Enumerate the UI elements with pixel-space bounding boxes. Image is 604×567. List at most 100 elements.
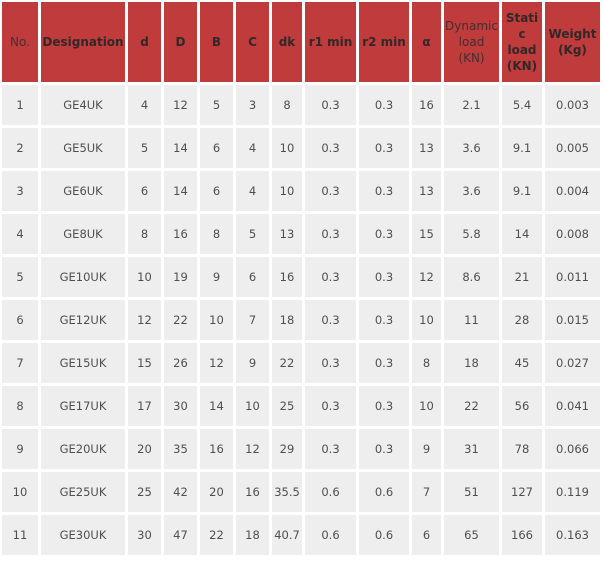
table-cell: 7	[2, 343, 38, 383]
table-cell: 0.005	[545, 128, 600, 168]
table-cell: 18	[236, 515, 269, 555]
table-cell: 20	[200, 472, 233, 512]
table-cell: 0.6	[305, 472, 356, 512]
table-cell: 7	[412, 472, 441, 512]
table-row: 11 GE30UK 30 47 22 18 40.7 0.6 0.6 6 65 166 0.163	[2, 515, 600, 555]
table-row: 6 GE12UK 12 22 10 7 18 0.3 0.3 10 11 28 0.015	[2, 300, 600, 340]
table-cell: GE20UK	[41, 429, 125, 469]
table-cell: 18	[444, 343, 499, 383]
table-row: 5 GE10UK 10 19 9 6 16 0.3 0.3 12 8.6 21 0.011	[2, 257, 600, 297]
table-cell: GE17UK	[41, 386, 125, 426]
table-row: 2 GE5UK 5 14 6 4 10 0.3 0.3 13 3.6 9.1 0.005	[2, 128, 600, 168]
table-cell: 16	[412, 85, 441, 125]
table-cell: 0.3	[305, 257, 356, 297]
table-cell: 0.3	[305, 85, 356, 125]
table-cell: 16	[164, 214, 197, 254]
table-cell: 16	[236, 472, 269, 512]
table-cell: 6	[200, 171, 233, 211]
table-cell: 3	[2, 171, 38, 211]
table-cell: 5.4	[502, 85, 542, 125]
table-cell: 0.027	[545, 343, 600, 383]
table-cell: 0.3	[359, 343, 409, 383]
table-cell: 6	[2, 300, 38, 340]
table-cell: 0.3	[305, 343, 356, 383]
table-cell: 127	[502, 472, 542, 512]
table-cell: 2.1	[444, 85, 499, 125]
table-cell: 0.3	[359, 429, 409, 469]
table-cell: GE4UK	[41, 85, 125, 125]
table-cell: 0.3	[359, 214, 409, 254]
table-cell: 9	[200, 257, 233, 297]
table-cell: 9.1	[502, 128, 542, 168]
table-cell: 11	[2, 515, 38, 555]
table-cell: 22	[444, 386, 499, 426]
table-cell: GE30UK	[41, 515, 125, 555]
table-cell: 35.5	[272, 472, 302, 512]
column-header-8: r2 min	[359, 2, 409, 82]
table-cell: 5	[128, 128, 161, 168]
column-header-0: No.	[2, 2, 38, 82]
table-cell: 3	[236, 85, 269, 125]
table-cell: 0.119	[545, 472, 600, 512]
table-cell: 11	[444, 300, 499, 340]
table-cell: 12	[236, 429, 269, 469]
table-cell: GE15UK	[41, 343, 125, 383]
table-cell: 0.004	[545, 171, 600, 211]
table-cell: 5	[236, 214, 269, 254]
table-cell: 9	[412, 429, 441, 469]
table-cell: 19	[164, 257, 197, 297]
table-cell: 3.6	[444, 171, 499, 211]
table-cell: 0.3	[305, 429, 356, 469]
table-cell: 12	[164, 85, 197, 125]
table-row: 7 GE15UK 15 26 12 9 22 0.3 0.3 8 18 45 0.027	[2, 343, 600, 383]
table-cell: GE6UK	[41, 171, 125, 211]
table-cell: 12	[128, 300, 161, 340]
table-cell: 8	[2, 386, 38, 426]
table-cell: 14	[164, 128, 197, 168]
column-header-6: dk	[272, 2, 302, 82]
table-cell: 0.041	[545, 386, 600, 426]
table-cell: 8	[128, 214, 161, 254]
table-cell: 10	[236, 386, 269, 426]
column-header-10: Dynamic load (KN)	[444, 2, 499, 82]
table-cell: 10	[272, 128, 302, 168]
table-cell: 15	[412, 214, 441, 254]
table-cell: 35	[164, 429, 197, 469]
table-row: 4 GE8UK 8 16 8 5 13 0.3 0.3 15 5.8 14 0.008	[2, 214, 600, 254]
table-cell: 22	[200, 515, 233, 555]
table-cell: 12	[412, 257, 441, 297]
table-cell: 1	[2, 85, 38, 125]
table-cell: 4	[236, 128, 269, 168]
table-row: 10 GE25UK 25 42 20 16 35.5 0.6 0.6 7 51 127 0.119	[2, 472, 600, 512]
table-cell: 10	[200, 300, 233, 340]
table-cell: 26	[164, 343, 197, 383]
column-header-4: B	[200, 2, 233, 82]
table-cell: 0.066	[545, 429, 600, 469]
table-row: 3 GE6UK 6 14 6 4 10 0.3 0.3 13 3.6 9.1 0.004	[2, 171, 600, 211]
table-cell: 2	[2, 128, 38, 168]
table-cell: 13	[272, 214, 302, 254]
table-cell: 0.6	[359, 515, 409, 555]
table-cell: 12	[200, 343, 233, 383]
table-cell: 6	[200, 128, 233, 168]
table-cell: 0.3	[305, 300, 356, 340]
table-cell: 47	[164, 515, 197, 555]
table-cell: 3.6	[444, 128, 499, 168]
table-cell: 5.8	[444, 214, 499, 254]
table-cell: 5	[2, 257, 38, 297]
table-row: 8 GE17UK 17 30 14 10 25 0.3 0.3 10 22 56 0.041	[2, 386, 600, 426]
table-cell: 16	[200, 429, 233, 469]
table-cell: 9	[236, 343, 269, 383]
table-cell: 40.7	[272, 515, 302, 555]
table-cell: 0.3	[359, 386, 409, 426]
column-header-2: d	[128, 2, 161, 82]
table-cell: 0.011	[545, 257, 600, 297]
table-cell: 0.3	[359, 257, 409, 297]
table-cell: 8	[200, 214, 233, 254]
table-cell: 0.008	[545, 214, 600, 254]
table-cell: 30	[164, 386, 197, 426]
table-cell: 78	[502, 429, 542, 469]
table-cell: 14	[502, 214, 542, 254]
